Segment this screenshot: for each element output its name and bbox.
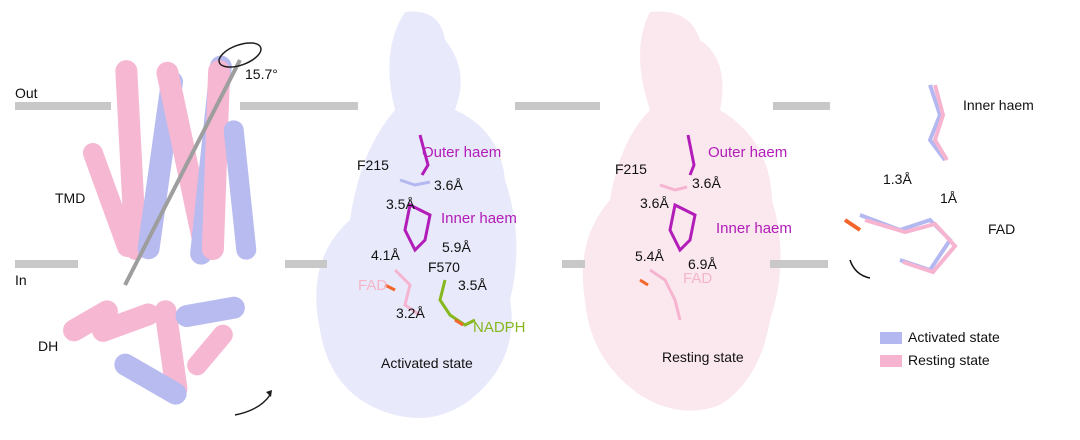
distance-label: 5.4Å bbox=[635, 248, 664, 264]
inner-haem-label: Inner haem bbox=[963, 97, 1034, 113]
membrane-in-bar bbox=[285, 260, 327, 268]
distance-label: 4.1Å bbox=[371, 247, 400, 263]
inner-haem-label: Inner haem bbox=[716, 220, 792, 237]
overlay-ligands bbox=[843, 84, 958, 279]
legend-label-resting: Resting state bbox=[908, 352, 990, 368]
distance-label: 3.5Å bbox=[458, 277, 487, 293]
distance-label: 3.6Å bbox=[640, 195, 669, 211]
legend-swatch-resting bbox=[880, 355, 902, 367]
activated-ligands bbox=[384, 134, 476, 327]
membrane-out-bar bbox=[515, 102, 600, 110]
resting-surface bbox=[582, 11, 781, 411]
fad-label: FAD bbox=[988, 221, 1016, 237]
distance-label: 5.9Å bbox=[442, 239, 471, 255]
out-label: Out bbox=[15, 85, 38, 101]
f215-label: F215 bbox=[357, 157, 389, 173]
membrane-out-bar bbox=[240, 102, 358, 110]
outer-haem-label: Outer haem bbox=[708, 144, 788, 161]
nadph-label: NADPH bbox=[473, 319, 526, 336]
distance-label: 3.6Å bbox=[692, 175, 721, 191]
distance-label: 3.2Å bbox=[396, 305, 425, 321]
resting-caption: Resting state bbox=[662, 349, 744, 365]
fad-label: FAD bbox=[683, 270, 713, 287]
distance-label: 6.9Å bbox=[688, 256, 717, 272]
legend-label-activated: Activated state bbox=[908, 329, 1000, 345]
membrane-out-bar bbox=[15, 102, 111, 110]
outer-haem-label: Outer haem bbox=[422, 144, 502, 161]
distance-label: 1.3Å bbox=[883, 171, 912, 187]
f215-label: F215 bbox=[615, 161, 647, 177]
distance-label: 1Å bbox=[940, 190, 958, 206]
activated-surface bbox=[316, 11, 517, 419]
membrane-in-bar bbox=[15, 260, 78, 268]
in-label: In bbox=[15, 272, 27, 288]
resting-ligands bbox=[639, 134, 697, 321]
inner-haem-label: Inner haem bbox=[441, 210, 517, 227]
fad-label: FAD bbox=[358, 277, 388, 294]
membrane-in-bar bbox=[770, 260, 828, 268]
angle-label: 15.7° bbox=[245, 66, 278, 82]
f570-label: F570 bbox=[428, 259, 460, 275]
tmd-label: TMD bbox=[55, 190, 86, 206]
activated-caption: Activated state bbox=[381, 355, 473, 371]
membrane-in-bar bbox=[562, 260, 585, 268]
distance-label: 3.5Å bbox=[386, 196, 415, 212]
membrane-out-bar bbox=[773, 102, 830, 110]
distance-label: 3.6Å bbox=[434, 177, 463, 193]
dh-label: DH bbox=[38, 338, 59, 354]
protein-cylinders bbox=[63, 42, 272, 416]
legend-swatch-activated bbox=[880, 332, 902, 344]
